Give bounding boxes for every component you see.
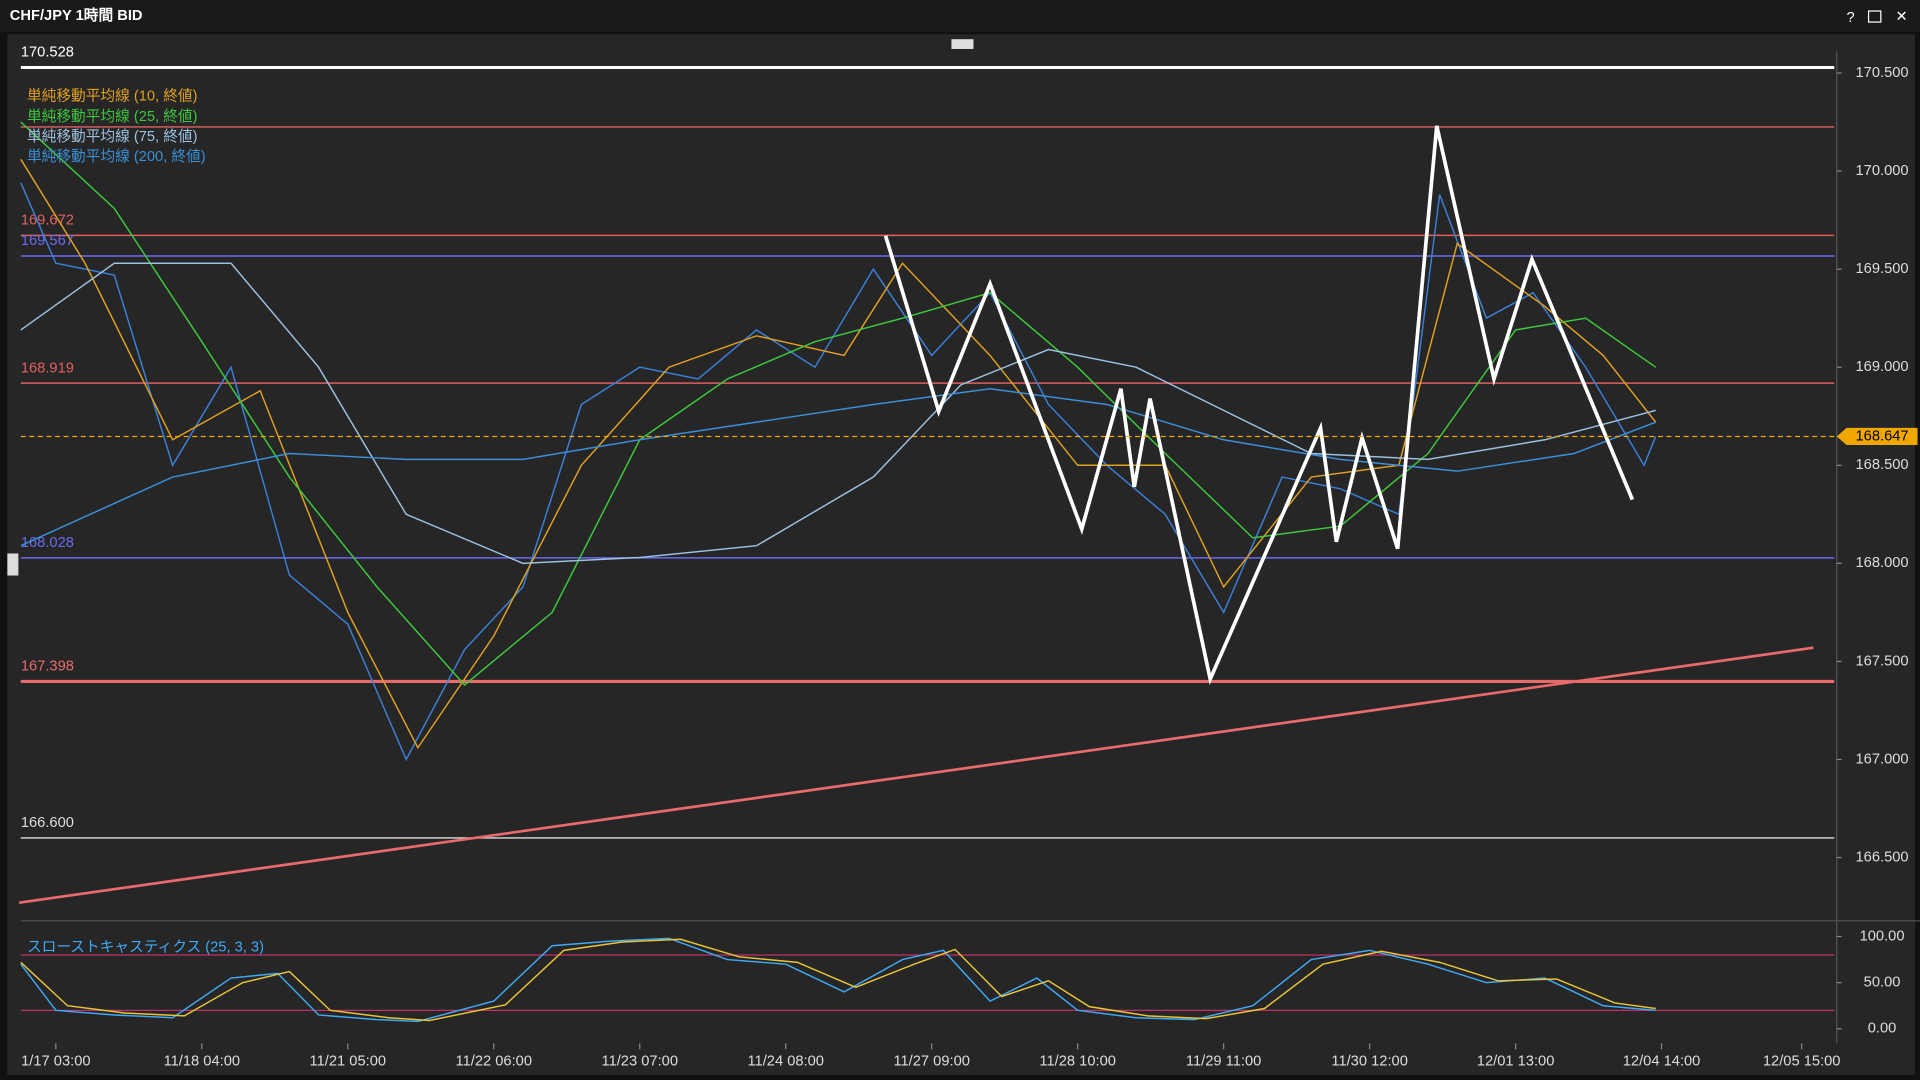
y-tick-label: 168.000: [1855, 555, 1908, 571]
y-tick-label: 50.00: [1864, 975, 1901, 991]
x-tick-label: 11/21 05:00: [310, 1054, 387, 1070]
legend-entry: 単純移動平均線 (75, 終値): [27, 128, 198, 145]
current-price-label: 168.647: [1855, 428, 1908, 444]
x-tick-label: 11/30 12:00: [1331, 1054, 1408, 1070]
y-tick-label: 170.000: [1855, 163, 1908, 179]
title-bar: [0, 0, 1920, 32]
x-tick-label: 12/05 15:00: [1763, 1054, 1841, 1070]
level-label: 168.919: [21, 360, 74, 376]
y-tick-label: 0.00: [1868, 1021, 1897, 1037]
y-tick-label: 170.500: [1855, 65, 1908, 81]
level-label: 169.567: [21, 233, 74, 249]
moving-average-line: [20, 262, 1656, 565]
x-tick-label: 11/29 11:00: [1186, 1054, 1261, 1070]
level-label: 167.398: [21, 659, 74, 675]
window-title: CHF/JPY 1時間 BID: [10, 6, 143, 24]
x-tick-label: 12/01 13:00: [1477, 1054, 1555, 1070]
side-handle[interactable]: [7, 553, 19, 576]
moving-average-line: [20, 388, 1656, 547]
y-tick-label: 100.00: [1860, 928, 1905, 944]
x-tick-label: 11/22 06:00: [456, 1054, 533, 1070]
data-line: [20, 182, 1657, 762]
legend-entry: 単純移動平均線 (200, 終値): [27, 148, 206, 165]
level-label: 168.028: [21, 535, 74, 551]
trend-line: [18, 646, 1814, 905]
level-label: 170.528: [21, 45, 74, 61]
maximize-button[interactable]: [1867, 10, 1882, 23]
y-tick-label: 167.000: [1855, 751, 1908, 767]
x-tick-label: 11/24 08:00: [747, 1054, 824, 1070]
x-tick-label: 11/23 07:00: [601, 1054, 678, 1070]
x-tick-label: 12/04 14:00: [1623, 1054, 1701, 1070]
y-tick-label: 169.000: [1855, 359, 1908, 375]
legend-entry: 単純移動平均線 (25, 終値): [27, 108, 198, 125]
x-tick-label: 11/28 10:00: [1039, 1054, 1116, 1070]
level-label: 169.672: [21, 213, 74, 229]
chart-area: [7, 34, 1916, 1076]
help-button[interactable]: ?: [1847, 10, 1855, 26]
close-button[interactable]: ✕: [1896, 9, 1908, 25]
y-tick-label: 166.500: [1855, 849, 1908, 865]
pane-title: スローストキャスティクス (25, 3, 3): [27, 939, 264, 956]
zigzag-line: [883, 125, 1635, 686]
y-tick-label: 167.500: [1855, 653, 1908, 669]
y-tick-label: 169.500: [1855, 261, 1908, 277]
legend-entry: 単純移動平均線 (10, 終値): [27, 88, 198, 105]
data-line: [20, 937, 1656, 1023]
data-line: [20, 938, 1656, 1022]
collapse-handle[interactable]: [951, 39, 974, 49]
moving-average-line: [20, 158, 1657, 750]
level-label: 166.600: [21, 815, 74, 831]
x-tick-label: 1/17 03:00: [21, 1054, 90, 1070]
moving-average-line: [20, 121, 1657, 686]
x-tick-label: 11/18 04:00: [164, 1054, 241, 1070]
y-tick-label: 168.500: [1855, 457, 1908, 473]
current-price-tag: [1836, 427, 1918, 446]
x-tick-label: 11/27 09:00: [893, 1054, 970, 1070]
